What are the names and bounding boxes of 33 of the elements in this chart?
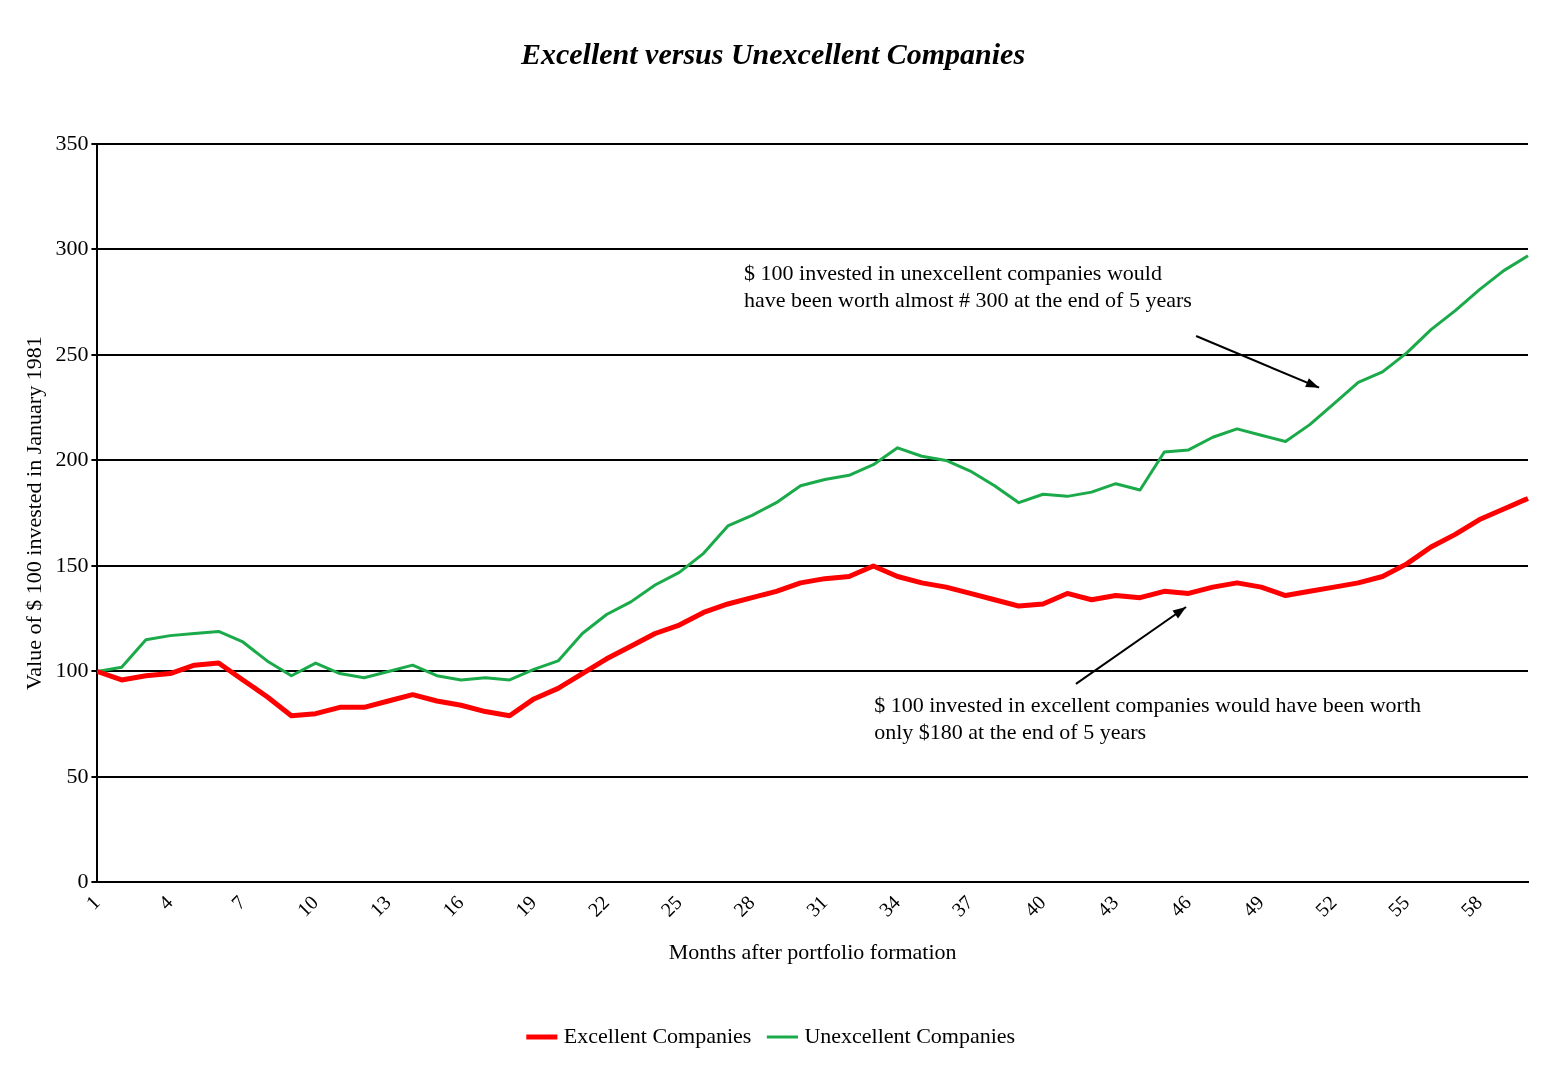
- x-tick-label: 55: [1383, 890, 1414, 921]
- x-tick-label: 31: [801, 890, 832, 921]
- x-tick-label: 40: [1019, 890, 1050, 921]
- x-tick-label: 16: [437, 890, 468, 921]
- x-tick-label: 4: [154, 890, 177, 914]
- x-tick-label: 49: [1238, 890, 1268, 921]
- x-tick-label: 46: [1165, 890, 1196, 921]
- x-tick-label: 10: [292, 890, 323, 921]
- x-tick-label: 13: [365, 890, 395, 921]
- x-axis-title: Months after portfolio formation: [668, 938, 957, 964]
- x-tick-label: 37: [947, 890, 977, 921]
- x-tick-label: 28: [728, 890, 759, 921]
- x-tick-label: 58: [1456, 890, 1487, 921]
- y-tick-label: 150: [55, 551, 89, 577]
- x-tick-label: 25: [656, 890, 686, 921]
- x-tick-label: 43: [1092, 890, 1123, 921]
- x-tick-label: 7: [226, 890, 250, 914]
- annotation: $ 100 invested in unexcellent companies would have been worth almost # 300 at the end of 5 years: [744, 259, 1192, 312]
- y-tick-label: 250: [55, 340, 89, 366]
- y-tick-label: 200: [55, 446, 89, 472]
- x-tick-label: 52: [1310, 890, 1341, 921]
- chart-title: Excellent versus Unexcellent Companies: [519, 36, 1026, 70]
- y-tick-label: 50: [66, 762, 89, 788]
- y-axis-title: Value of $ 100 invested in January 1981: [20, 336, 46, 691]
- x-tick-label: 19: [510, 890, 541, 921]
- y-tick-label: 100: [55, 657, 89, 683]
- x-tick-label: 22: [583, 890, 614, 921]
- annotation: $ 100 invested in excellent companies would have been worth only $180 at the end of 5 years: [874, 692, 1422, 745]
- x-tick-label: 34: [874, 890, 905, 921]
- legend-label: Excellent Companies: [563, 1022, 752, 1048]
- y-tick-label: 350: [55, 129, 89, 155]
- y-tick-label: 300: [55, 235, 89, 261]
- legend-label: Unexcellent Companies: [804, 1022, 1016, 1048]
